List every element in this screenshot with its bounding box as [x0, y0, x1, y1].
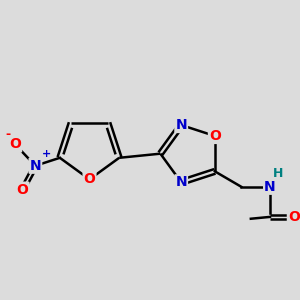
Text: O: O: [209, 129, 221, 143]
Text: O: O: [288, 210, 300, 224]
Text: H: H: [273, 167, 283, 179]
Text: N: N: [264, 180, 276, 194]
Text: O: O: [16, 183, 28, 196]
Text: O: O: [9, 137, 21, 152]
Text: N: N: [176, 118, 187, 132]
Text: O: O: [84, 172, 95, 186]
Text: -: -: [5, 128, 10, 141]
Text: N: N: [176, 175, 187, 189]
Text: +: +: [42, 148, 51, 159]
Text: N: N: [30, 159, 41, 173]
